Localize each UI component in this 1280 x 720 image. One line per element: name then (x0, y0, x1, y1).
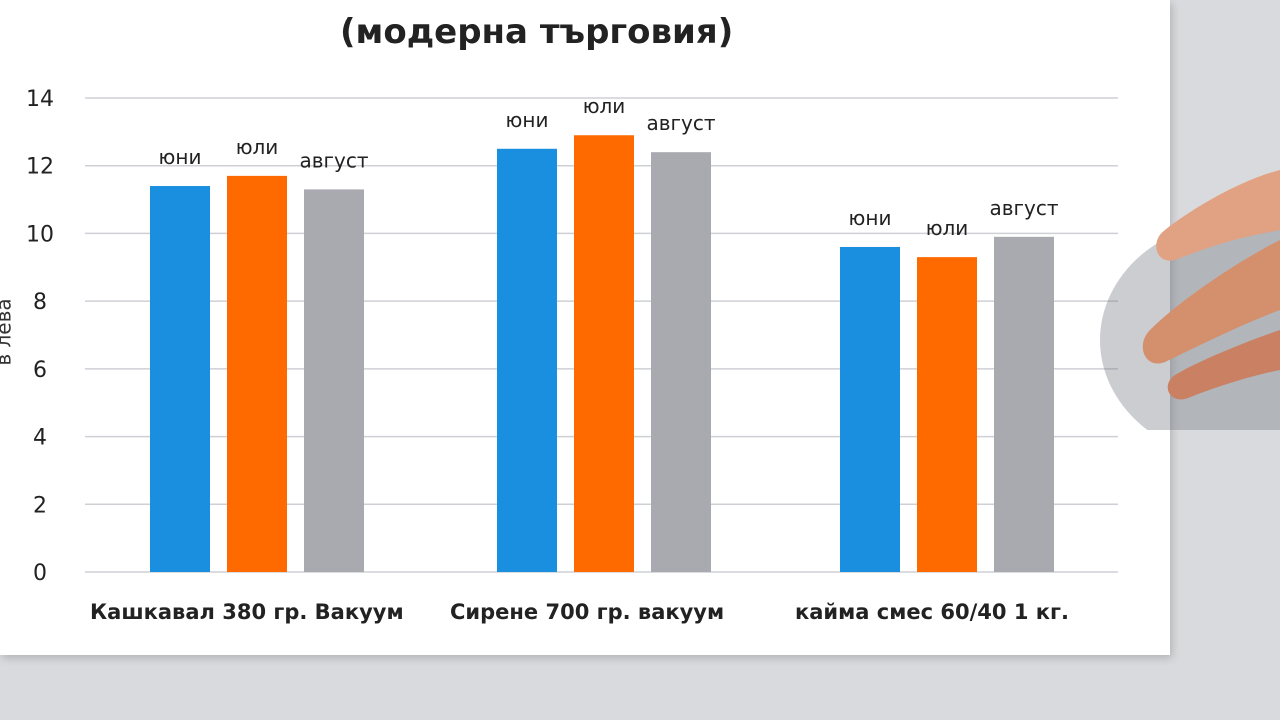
bar-3-юни (840, 246, 900, 572)
y-tick-label: 10 (26, 222, 54, 247)
category-label-sirene: Сирене 700 гр. вакуум (450, 600, 725, 624)
bar-3-август (994, 236, 1054, 573)
y-tick-label: 14 (26, 87, 54, 112)
presenter-hand (1100, 170, 1280, 430)
chart-paper: (модерна търговия) в лева 02468101214юни… (0, 0, 1170, 655)
bar-3-юли (917, 257, 977, 572)
y-tick-label: 8 (33, 290, 47, 315)
category-label-kayma: кайма смес 60/40 1 кг. (795, 600, 1069, 624)
bar-2-август (651, 152, 711, 572)
y-tick-label: 2 (33, 493, 47, 518)
bar-1-юли (227, 175, 287, 572)
bar-series-label: юли (236, 135, 279, 159)
bar-series-label: юни (159, 145, 202, 169)
bar-series-label: юни (506, 108, 549, 132)
bar-2-юни (497, 148, 557, 573)
bar-1-юни (150, 186, 210, 572)
bar-series-label: август (299, 148, 368, 172)
chart-title: (модерна търговия) (340, 12, 734, 52)
y-tick-label: 4 (33, 426, 47, 451)
y-tick-label: 12 (26, 155, 54, 180)
bar-series-label: август (989, 196, 1058, 220)
bar-series-label: юли (583, 94, 626, 118)
bar-series-label: юни (849, 206, 892, 230)
y-tick-label: 6 (33, 358, 47, 383)
bar-2-юли (574, 135, 634, 572)
y-tick-label: 0 (33, 561, 47, 586)
bar-series-label: август (646, 111, 715, 135)
bar-1-август (304, 189, 364, 572)
category-label-kashkaval: Кашкавал 380 гр. Вакуум (90, 600, 404, 624)
bar-series-label: юли (926, 216, 969, 240)
bar-chart: 0 2 4 6 8 10 12 14 юни юни юни юли юли юли август авгус… (26, 87, 1118, 586)
